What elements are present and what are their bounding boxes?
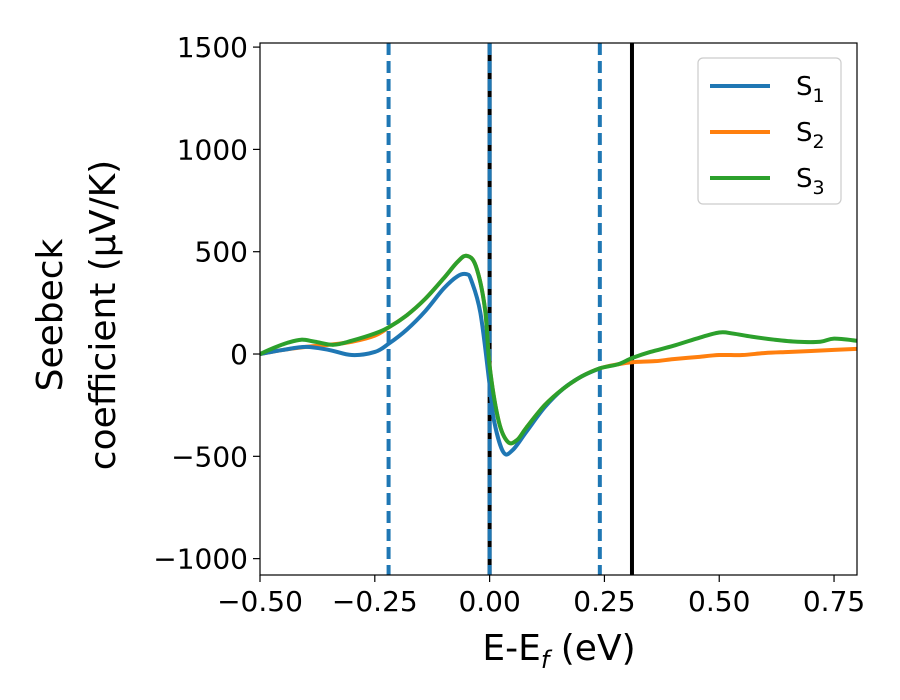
y-tick-label: 1500 <box>177 31 248 64</box>
x-tick-label: 0.75 <box>803 585 865 618</box>
axes: −0.50 −0.25 0.00 0.25 0.50 0.75 −1000 −500 0 500 1… <box>153 31 865 618</box>
y-tick-label: 1000 <box>177 133 248 166</box>
y-axis-title-line1: Seebeck <box>30 238 71 391</box>
legend-label-S2: S2 <box>796 118 825 153</box>
series-lines <box>260 253 857 457</box>
x-tick-label: −0.50 <box>217 585 303 618</box>
series-line-S1 <box>260 271 602 457</box>
vertical-reference-lines <box>386 43 634 575</box>
y-axis-title-line2: coefficient (μV/K) <box>83 160 124 470</box>
x-tick-label: 0.25 <box>573 585 635 618</box>
x-axis-title: E-Ef (eV) <box>482 628 635 674</box>
y-tick-label: −1000 <box>153 543 248 576</box>
y-tick-label: 0 <box>230 338 248 371</box>
legend: S1 S2 S3 <box>697 57 842 205</box>
y-tick-label: 500 <box>195 236 248 269</box>
plot-frame <box>259 42 858 576</box>
y-tick-label: −500 <box>171 440 248 473</box>
legend-label-S1: S1 <box>796 72 825 107</box>
x-tick-label: 0.50 <box>688 585 750 618</box>
x-tick-label: −0.25 <box>332 585 418 618</box>
x-tick-label: 0.00 <box>458 585 520 618</box>
series-line-S2 <box>260 253 857 446</box>
series-line-S3 <box>260 253 857 446</box>
legend-label-S3: S3 <box>796 164 825 199</box>
